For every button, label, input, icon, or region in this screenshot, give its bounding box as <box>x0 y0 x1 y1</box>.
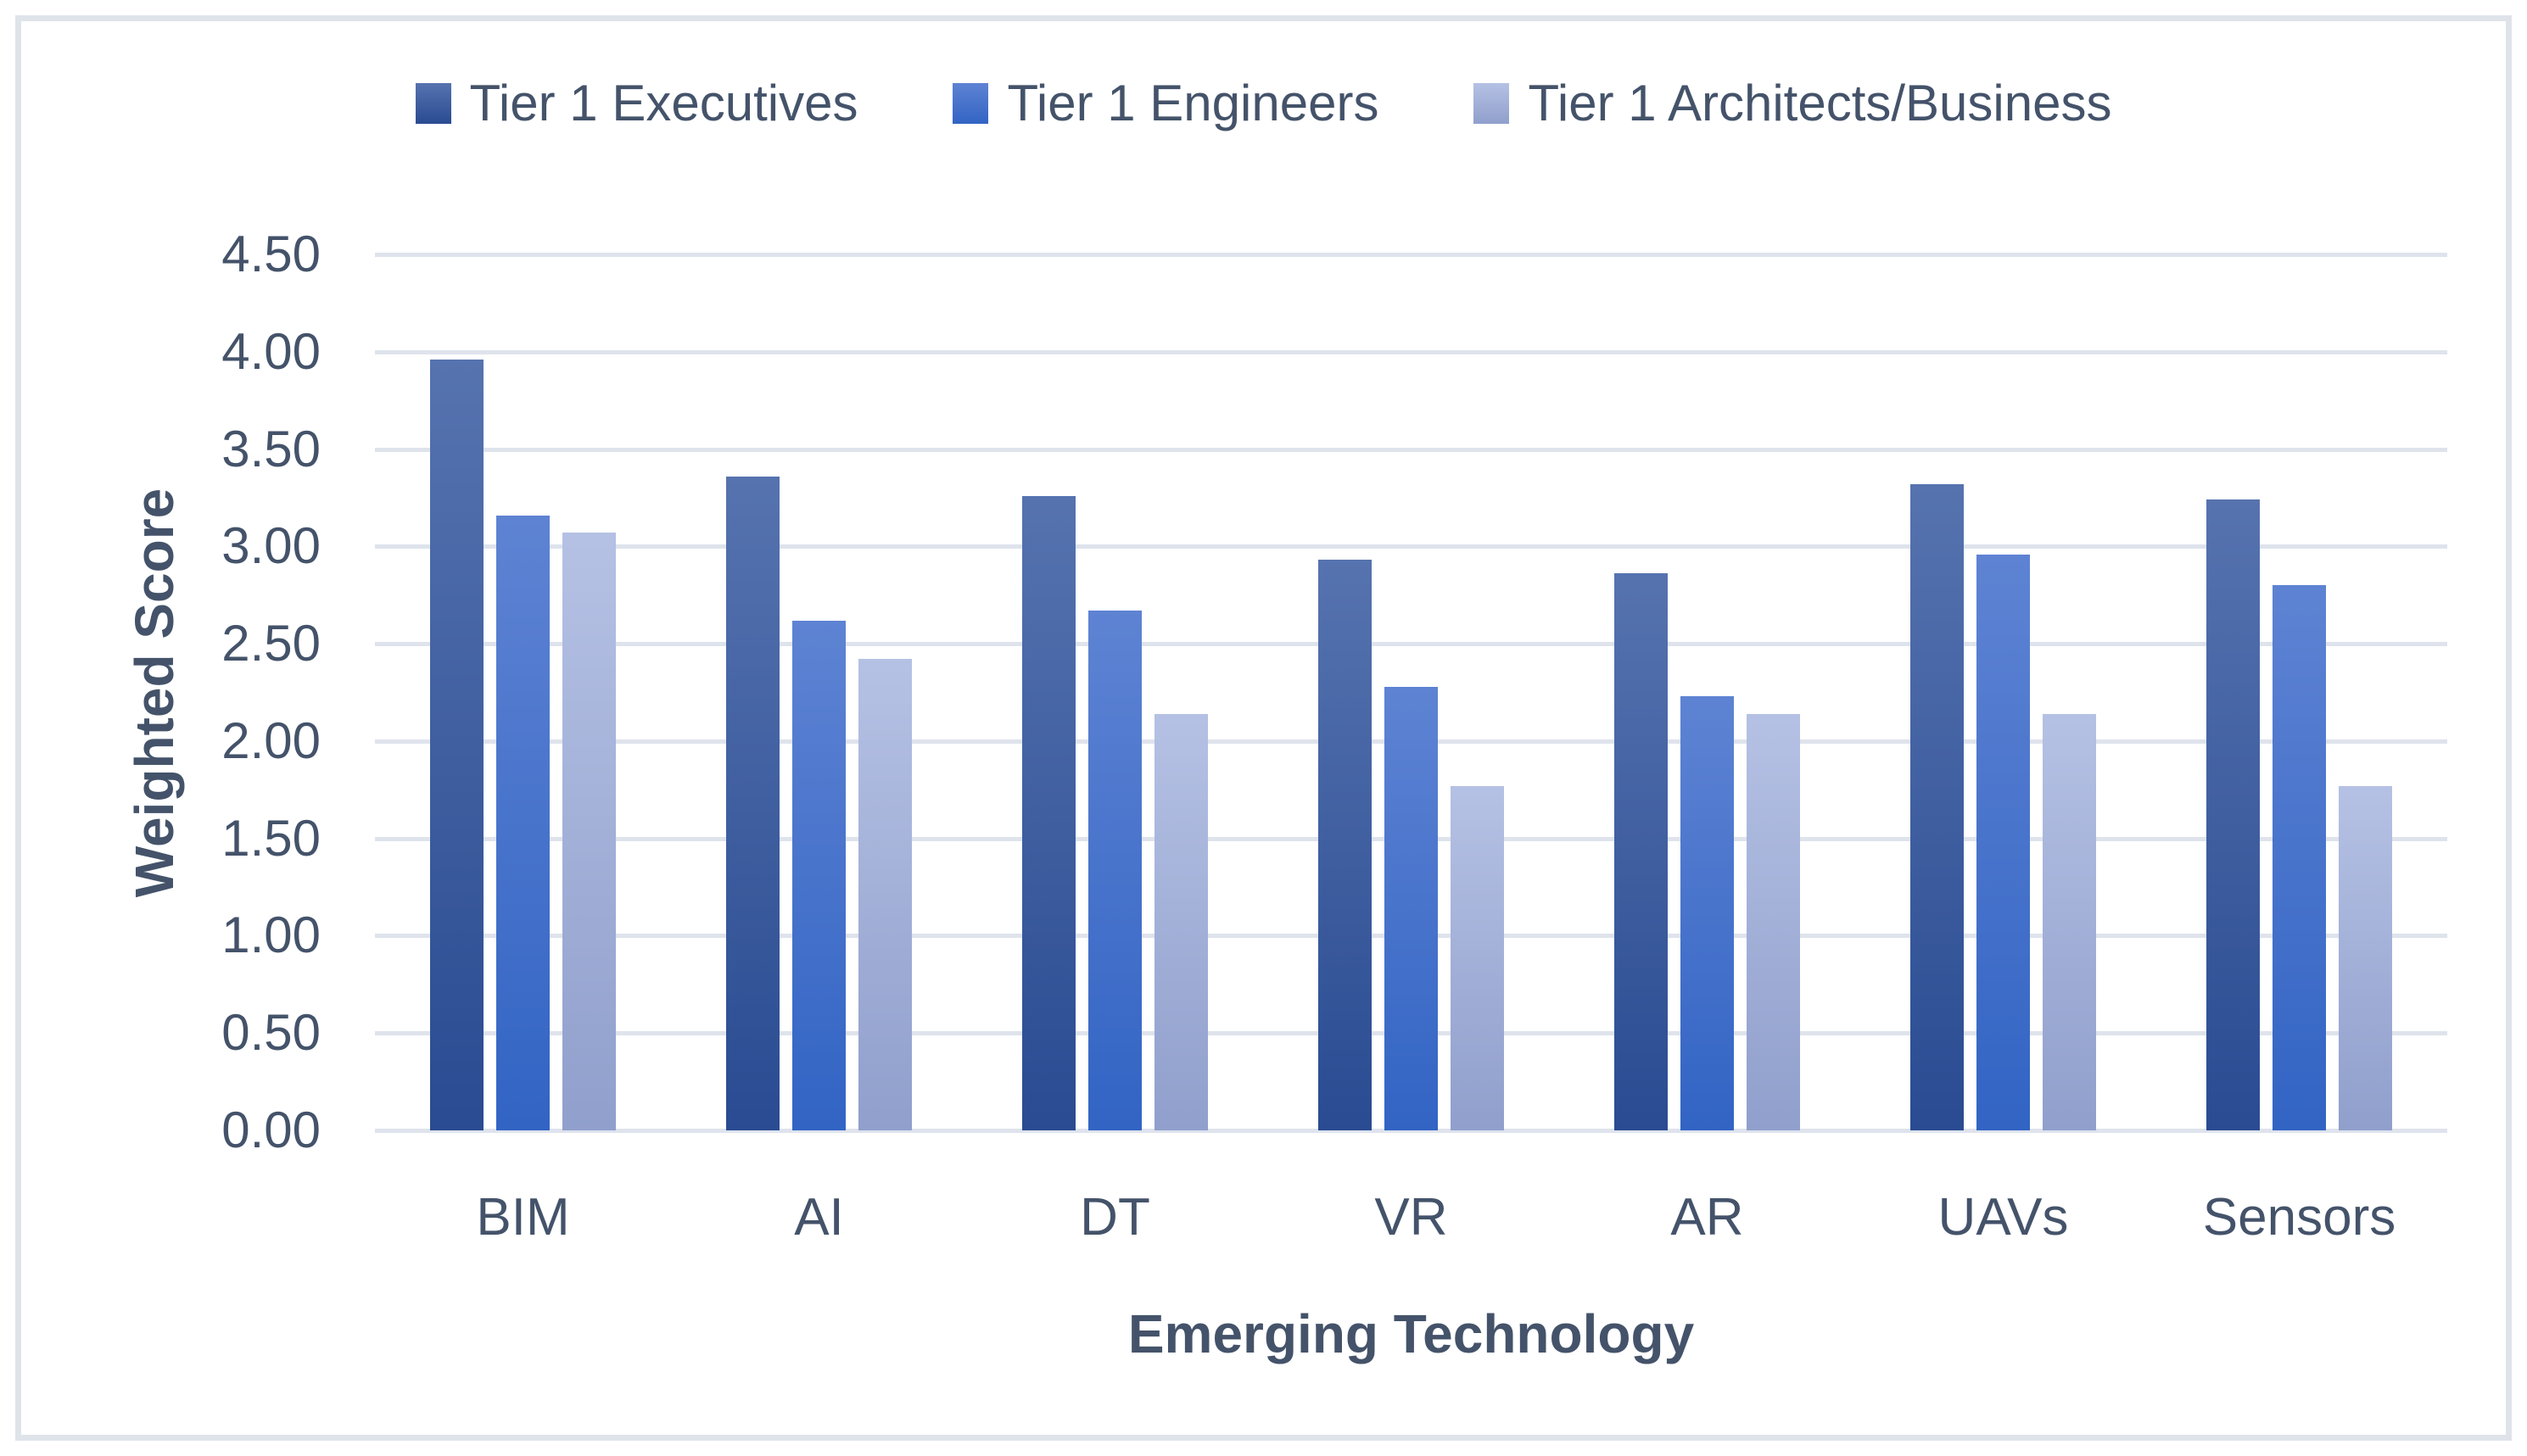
x-axis-title: Emerging Technology <box>1127 1303 1695 1364</box>
bar-group-uavs <box>1855 254 2151 1130</box>
category-label: UAVs <box>1937 1188 2069 1247</box>
legend-swatch-icon <box>953 83 989 124</box>
y-tick-label: 2.50 <box>221 615 321 672</box>
legend-swatch-icon <box>415 83 451 124</box>
y-tick-label: 0.50 <box>221 1004 321 1062</box>
legend-label: Tier 1 Executives <box>469 75 858 131</box>
y-tick-label: 0.00 <box>221 1102 321 1158</box>
bar-group-dt <box>967 254 1263 1130</box>
legend-item: Tier 1 Engineers <box>953 78 1378 129</box>
y-tick-label: 1.00 <box>221 907 321 964</box>
bar <box>2043 713 2096 1130</box>
bar <box>1910 483 1964 1130</box>
gridline <box>375 642 2447 647</box>
bar <box>1747 713 1800 1130</box>
bar <box>726 476 780 1130</box>
plot-area: BIM AI DT VR AR UAVs Sensors Emerging Technolo… <box>124 229 2447 1361</box>
gridline <box>375 544 2447 549</box>
bar <box>496 515 550 1130</box>
legend-label: Tier 1 Engineers <box>1007 75 1379 131</box>
legend-item: Tier 1 Executives <box>415 75 858 131</box>
gridline <box>375 349 2447 354</box>
y-tick-label: 1.50 <box>221 809 321 867</box>
bar <box>430 359 484 1130</box>
bar <box>562 533 616 1130</box>
category-label: DT <box>1080 1188 1150 1247</box>
y-tick-label: 3.00 <box>221 517 321 575</box>
bar-group-bim <box>375 254 671 1130</box>
gridline <box>375 447 2447 452</box>
legend-item: Tier 1 Architects/Business <box>1473 75 2112 131</box>
y-tick-label: 3.50 <box>221 420 321 477</box>
bar <box>1680 696 1734 1130</box>
chart-legend: Tier 1 Executives Tier 1 Engineers Tier 1 … <box>0 78 2527 129</box>
gridline <box>375 253 2447 257</box>
category-label: AR <box>1670 1188 1744 1247</box>
bar-group-ai <box>671 254 967 1130</box>
y-axis-title-box: Weighted Score <box>95 254 214 1130</box>
bar-group-vr <box>1263 254 1559 1130</box>
y-axis-title: Weighted Score <box>124 488 185 897</box>
bar <box>1022 495 1076 1130</box>
category-label: VR <box>1374 1188 1448 1247</box>
bar <box>1451 785 1504 1130</box>
bar-groups <box>375 254 2447 1130</box>
category-label: AI <box>794 1188 844 1247</box>
bar <box>1976 554 2030 1130</box>
y-tick-label: 4.50 <box>221 226 321 282</box>
bar <box>2273 585 2326 1130</box>
legend-label: Tier 1 Architects/Business <box>1528 75 2112 131</box>
bar-group-sensors <box>2151 254 2447 1130</box>
bar <box>792 620 846 1130</box>
bar <box>2206 499 2260 1130</box>
legend-swatch-icon <box>1473 83 1510 124</box>
bar <box>1154 713 1208 1130</box>
bar <box>1318 560 1372 1130</box>
gridline <box>375 1129 2447 1133</box>
category-axis-labels: BIM AI DT VR AR UAVs Sensors <box>375 1191 2447 1244</box>
y-tick-label: 2.00 <box>221 711 321 769</box>
category-label: Sensors <box>2202 1188 2396 1247</box>
bar <box>1614 573 1668 1130</box>
bar <box>2339 785 2392 1130</box>
bar-group-ar <box>1559 254 1855 1130</box>
y-tick-label: 4.00 <box>221 322 321 380</box>
bar <box>858 659 912 1130</box>
bar <box>1384 686 1438 1130</box>
category-label: BIM <box>476 1188 570 1247</box>
bar <box>1088 611 1142 1130</box>
